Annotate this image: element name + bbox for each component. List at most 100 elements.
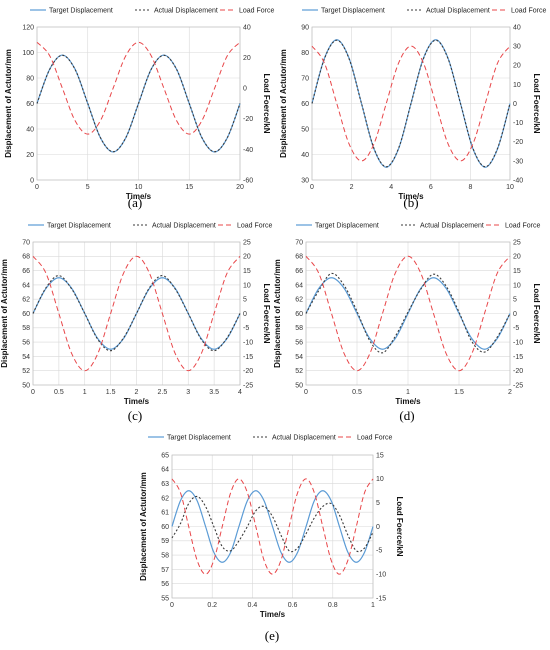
y-axis-title: Displacement of Actutor/mm: [273, 259, 282, 368]
y2-axis-title: Load Foerce/kN: [262, 283, 271, 343]
x-tick-label: 3.5: [209, 389, 219, 396]
x-tick-label: 0.8: [328, 602, 338, 609]
y2-axis-title: Load Foerce/kN: [262, 73, 271, 133]
y2-tick-label: -15: [513, 354, 523, 361]
y-tick-label: 50: [301, 126, 309, 133]
chart-1: 0 20 40 60 80 100 120 -60 -40 -20 0 20 40 0 5 10 15 20 Tim…: [4, 8, 275, 211]
y2-axis-title: Load Foerce/kN: [395, 496, 404, 556]
legend-label-load: Load Force: [511, 8, 547, 15]
y-tick-label: 54: [295, 354, 303, 361]
x-axis-title: Time/s: [124, 397, 150, 406]
x-axis-title: Time/s: [398, 192, 424, 201]
legend-label-target: Target Displacement: [315, 223, 379, 230]
y2-tick-label: 5: [513, 297, 517, 304]
y2-tick-label: 40: [243, 24, 251, 31]
y-tick-label: 63: [161, 481, 169, 488]
y-tick-label: 70: [22, 239, 30, 246]
chart-3: 5052545658606264666870-25-20-15-10-50510…: [0, 223, 273, 424]
chart-caption: (a): [128, 195, 142, 210]
x-tick-label: 0.2: [207, 602, 217, 609]
y2-tick-label: -25: [513, 382, 523, 389]
y2-axis-title: Load Foerce/kN: [532, 73, 541, 133]
x-tick-label: 1: [406, 389, 410, 396]
y-tick-label: 20: [26, 152, 34, 159]
x-tick-label: 0: [170, 602, 174, 609]
y-tick-label: 56: [22, 340, 30, 347]
y-tick-label: 58: [161, 553, 169, 560]
chart-caption: (d): [399, 408, 414, 423]
y2-tick-label: 20: [243, 55, 251, 62]
y2-tick-label: 15: [243, 268, 251, 275]
y-tick-label: 50: [295, 382, 303, 389]
y2-tick-label: -10: [513, 340, 523, 347]
x-tick-label: 1: [83, 389, 87, 396]
y2-tick-label: 0: [513, 311, 517, 318]
x-axis-title: Time/s: [260, 610, 286, 619]
y-tick-label: 30: [301, 177, 309, 184]
legend-label-target: Target Displacement: [49, 8, 113, 15]
x-tick-label: 0.5: [54, 389, 64, 396]
x-tick-label: 4: [389, 184, 393, 191]
y-tick-label: 57: [161, 567, 169, 574]
legend-label-target: Target Displacement: [167, 435, 231, 442]
legend: Target Displacement Actual Displacement Lo…: [28, 223, 273, 230]
y2-tick-label: -40: [243, 147, 253, 154]
y-tick-label: 59: [161, 538, 169, 545]
y-tick-label: 80: [301, 50, 309, 57]
y-tick-label: 56: [295, 340, 303, 347]
chart-5: 55 56 57 58 59 60 61 62 63 64 65 -15 -10 -5 0 5 10 15 0 0.2…: [139, 435, 404, 644]
y-tick-label: 120: [22, 24, 34, 31]
y2-tick-label: 25: [513, 239, 521, 246]
chart-4: 5052545658606264666870-25-20-15-10-50510…: [273, 223, 541, 424]
chart-caption: (e): [265, 628, 279, 643]
x-tick-label: 10: [135, 184, 143, 191]
y2-tick-label: 10: [513, 282, 521, 289]
legend-label-actual: Actual Displacement: [272, 435, 336, 442]
y2-tick-label: 15: [513, 268, 521, 275]
y-tick-label: 70: [301, 75, 309, 82]
series-line-actual: [36, 54, 241, 153]
y2-tick-label: -5: [243, 325, 249, 332]
y2-axis-title: Load Foerce/kN: [532, 283, 541, 343]
y-tick-label: 56: [161, 581, 169, 588]
y2-tick-label: 5: [243, 297, 247, 304]
legend-label-target: Target Displacement: [321, 8, 385, 15]
x-tick-label: 2.5: [158, 389, 168, 396]
x-tick-label: 1.5: [454, 389, 464, 396]
y2-tick-label: 25: [243, 239, 251, 246]
y-tick-label: 60: [22, 311, 30, 318]
series-line-actual: [171, 495, 374, 553]
y-tick-label: 61: [161, 510, 169, 517]
legend: Target Displacement Actual Displacement Lo…: [148, 435, 393, 442]
legend: Target Displacement Actual Displacement Lo…: [302, 8, 547, 15]
legend-label-actual: Actual Displacement: [152, 223, 216, 230]
y2-tick-label: -20: [243, 368, 253, 375]
legend-label-actual: Actual Displacement: [426, 8, 490, 15]
y2-tick-label: 10: [513, 82, 521, 89]
y2-tick-label: -20: [513, 368, 523, 375]
y-tick-label: 55: [161, 595, 169, 602]
y-tick-label: 40: [26, 126, 34, 133]
y2-tick-label: -20: [513, 139, 523, 146]
x-tick-label: 8: [468, 184, 472, 191]
y-tick-label: 70: [295, 239, 303, 246]
y-tick-label: 65: [161, 452, 169, 459]
y-axis-title: Displacement of Actutor/mm: [279, 49, 288, 158]
x-tick-label: 0.4: [248, 602, 258, 609]
legend-label-load: Load Force: [357, 435, 393, 442]
y2-tick-label: 10: [376, 476, 384, 483]
y-tick-label: 62: [22, 297, 30, 304]
chart-caption: (b): [403, 195, 418, 210]
x-tick-label: 20: [236, 184, 244, 191]
legend-label-load: Load Force: [239, 8, 275, 15]
x-axis-title: Time/s: [395, 397, 421, 406]
y-tick-label: 90: [301, 24, 309, 31]
x-tick-label: 1: [371, 602, 375, 609]
legend-label-load: Load Force: [505, 223, 541, 230]
y-tick-label: 40: [301, 152, 309, 159]
y2-tick-label: 30: [513, 44, 521, 51]
x-tick-label: 0.5: [352, 389, 362, 396]
chart-2: 30 40 50 60 70 80 90 -40 -30 -20 -10 0 10 20 30 40 0 2 4 6 8…: [279, 8, 547, 211]
y2-tick-label: 0: [376, 524, 380, 531]
series-line-load: [305, 255, 511, 372]
